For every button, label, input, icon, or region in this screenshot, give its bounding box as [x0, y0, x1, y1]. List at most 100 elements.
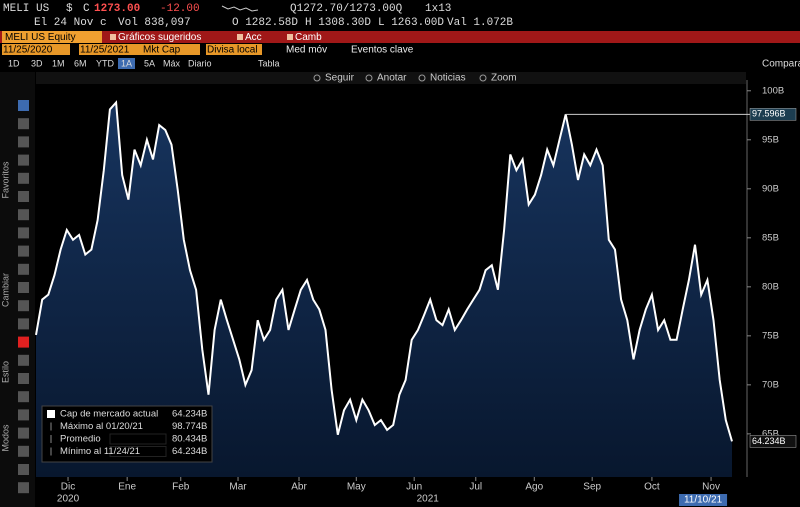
sidebar-tool[interactable]	[18, 409, 29, 421]
x-tick-label: Dic	[61, 482, 75, 493]
sidebar-tool[interactable]	[18, 191, 29, 202]
open: O 1282.58D	[232, 17, 298, 29]
sidebar-tool[interactable]	[18, 300, 29, 312]
sidebar-tool[interactable]	[18, 427, 29, 439]
setting[interactable]: 11/25/2021	[80, 45, 130, 56]
sidebar-label: Modos	[0, 424, 10, 452]
range-button[interactable]: 5A	[144, 58, 155, 68]
setting-box[interactable]	[79, 44, 147, 55]
menu-icon	[110, 34, 116, 40]
legend-swatch	[47, 410, 55, 418]
sidebar-label: Estilo	[0, 361, 10, 383]
menu-item[interactable]: Acc	[245, 32, 262, 43]
sidebar-tool[interactable]	[18, 172, 29, 184]
sidebar-tool[interactable]	[18, 354, 29, 366]
setting[interactable]: Divisa local	[207, 45, 258, 56]
y-tick-label: 95B	[762, 134, 779, 145]
range-button[interactable]: 1A	[121, 58, 132, 68]
setting[interactable]: Med móv	[286, 45, 327, 56]
annotation-box	[749, 435, 797, 448]
toolbar	[36, 72, 746, 84]
security-box[interactable]	[2, 31, 102, 43]
range-button[interactable]: Tabla	[258, 58, 280, 68]
ticker: MELI US	[3, 3, 50, 15]
low: L 1263.00D	[378, 17, 444, 29]
legend-value: 64.234B	[172, 409, 207, 420]
setting-box[interactable]	[2, 44, 70, 55]
sidebar-tool[interactable]	[18, 100, 29, 111]
range-active	[118, 58, 135, 69]
range-button[interactable]: Diario	[188, 58, 212, 68]
sidebar-tool[interactable]	[18, 336, 29, 348]
menu-bar	[0, 31, 800, 43]
sidebar-tool[interactable]	[18, 263, 29, 275]
range-button[interactable]: 6M	[74, 58, 87, 68]
sidebar-label: Favoritos	[0, 161, 10, 199]
year-label: 2020	[57, 494, 80, 505]
toolbar-button[interactable]: Seguir	[325, 73, 355, 84]
legend-hidden-bar	[109, 446, 167, 457]
sidebar-tool[interactable]	[18, 118, 29, 130]
price: 1273.00	[94, 3, 140, 15]
x-tick-label: Ene	[118, 482, 136, 493]
range-button[interactable]: Máx	[163, 58, 181, 68]
toolbar-icon	[365, 74, 373, 82]
sidebar-tool[interactable]	[18, 464, 29, 475]
setting[interactable]: Eventos clave	[351, 45, 414, 56]
setting-box[interactable]	[142, 44, 200, 55]
toolbar-button[interactable]: Noticias	[430, 73, 466, 84]
menu-item[interactable]: Camb	[295, 32, 322, 43]
y-tick-label: 75B	[762, 330, 779, 341]
area-line	[35, 100, 733, 442]
x-tick-label: Jul	[469, 482, 482, 493]
toolbar-icon	[313, 74, 321, 82]
x-tick-label: Nov	[702, 482, 720, 493]
toolbar-icon	[479, 74, 487, 82]
range-button[interactable]: YTD	[96, 58, 115, 68]
date-marker-label: 11/10/21	[684, 495, 723, 506]
y-tick-label: 80B	[762, 281, 779, 292]
sidebar-tool[interactable]	[18, 245, 29, 257]
legend-value: 80.434B	[172, 434, 207, 445]
sidebar-tool[interactable]	[18, 482, 29, 494]
range-button[interactable]: 1D	[8, 58, 20, 68]
setting-box[interactable]	[206, 44, 262, 55]
sidebar-tool[interactable]	[18, 227, 29, 239]
toolbar-icon	[418, 74, 426, 82]
compare[interactable]: Comparar	[762, 59, 800, 70]
sidebar	[0, 72, 35, 507]
menu-icon	[287, 34, 293, 40]
flag: C	[83, 3, 90, 15]
annotation-label: 97.596B	[752, 109, 786, 119]
sidebar-tool[interactable]	[18, 391, 29, 403]
range-button[interactable]: 1M	[52, 58, 65, 68]
setting[interactable]: Mkt Cap	[143, 45, 181, 56]
sidebar-tool[interactable]	[18, 318, 29, 330]
high: H 1308.30D	[305, 17, 371, 29]
x-tick-label: Jun	[406, 482, 422, 493]
y-tick-label: 65B	[762, 428, 779, 439]
sidebar-tool[interactable]	[18, 154, 29, 166]
legend-label: Cap de mercado actual	[60, 409, 158, 420]
sidebar-tool[interactable]	[18, 282, 29, 293]
change: -12.00	[160, 3, 200, 15]
sidebar-label: Cambiar	[0, 273, 10, 307]
toolbar-button[interactable]: Anotar	[377, 73, 407, 84]
year-label: 2021	[417, 494, 440, 505]
range-button[interactable]: 3D	[31, 58, 43, 68]
currency: $	[66, 3, 73, 15]
sparkline	[221, 5, 259, 12]
legend-label: Mínimo al 11/24/21	[60, 446, 140, 457]
toolbar-button[interactable]: Zoom	[491, 73, 517, 84]
sidebar-tool[interactable]	[18, 373, 29, 384]
x-tick-label: Feb	[172, 482, 190, 493]
sidebar-tool[interactable]	[18, 445, 29, 457]
setting[interactable]: 11/25/2020	[3, 45, 53, 56]
sidebar-tool[interactable]	[18, 136, 29, 148]
sidebar-tool[interactable]	[18, 209, 29, 221]
x-tick-label: Sep	[583, 482, 601, 493]
x-tick-label: May	[347, 482, 366, 493]
menu-item[interactable]: Gráficos sugeridos	[118, 32, 201, 43]
y-tick-label: 85B	[762, 232, 779, 243]
